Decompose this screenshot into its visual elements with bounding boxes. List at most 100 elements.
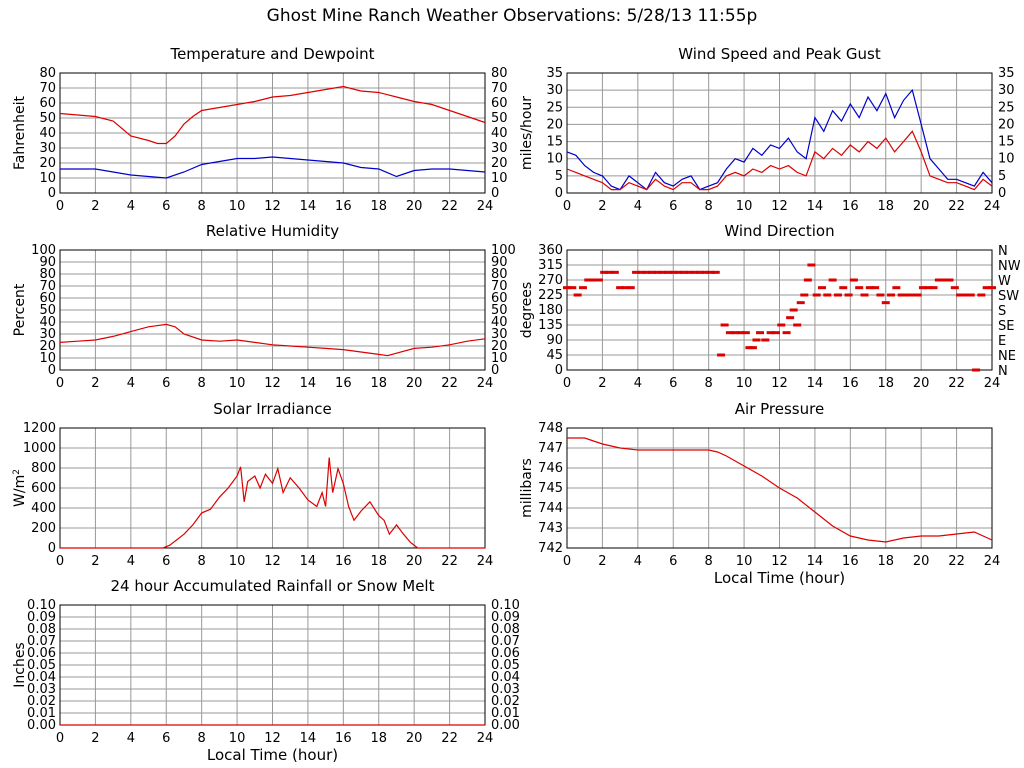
y-tick-label-right: 20 (491, 339, 508, 354)
data-point (887, 293, 896, 297)
y-tick-label: 744 (538, 501, 563, 516)
x-tick-label: 24 (984, 376, 1001, 391)
y-tick-label-right: 0.05 (491, 658, 520, 673)
data-point (600, 270, 609, 274)
y-tick-label: 0.04 (27, 670, 56, 685)
y-tick-label: 0.08 (27, 622, 56, 637)
plot-frame (566, 249, 993, 371)
data-point (871, 286, 880, 290)
y-tick-label: 743 (538, 521, 563, 536)
data-point (621, 286, 630, 290)
y-tick-label-right: 30 (998, 83, 1015, 98)
x-tick-label: 8 (198, 731, 206, 746)
y-tick-label: 10 (39, 171, 56, 186)
data-point (711, 270, 720, 274)
data-point (897, 293, 906, 297)
y-tick-label: 742 (538, 541, 563, 556)
y-tick-label-right: 0.10 (491, 598, 520, 613)
x-tick-label: 24 (477, 731, 494, 746)
compass-label: S (998, 304, 1006, 319)
x-tick-label: 4 (127, 731, 135, 746)
y-tick-label: 90 (39, 255, 56, 270)
x-tick-label: 12 (264, 731, 281, 746)
y-tick-label: 70 (39, 81, 56, 96)
data-point (568, 286, 577, 290)
data-point (881, 301, 890, 305)
data-point (918, 286, 927, 290)
data-point (793, 323, 802, 327)
y-tick-label-right: 0.02 (491, 694, 520, 709)
y-tick-label-right: 0.04 (491, 670, 520, 685)
y-tick-label-right: 10 (491, 171, 508, 186)
y-tick-label: 60 (39, 96, 56, 111)
x-tick-label: 8 (705, 554, 713, 569)
data-point (706, 270, 715, 274)
chart-title: Relative Humidity (206, 222, 339, 240)
x-tick-label: 8 (198, 199, 206, 214)
y-tick-label: 50 (39, 111, 56, 126)
y-tick-label-right: 35 (998, 66, 1015, 81)
x-tick-label: 20 (913, 376, 930, 391)
y-tick-label: 80 (39, 267, 56, 282)
x-tick-label: 10 (229, 731, 246, 746)
y-tick-label: 200 (31, 521, 56, 536)
plot-frame (59, 249, 486, 371)
y-tick-label: 35 (546, 66, 563, 81)
x-tick-label: 18 (877, 376, 894, 391)
data-point (934, 278, 943, 282)
data-point (833, 293, 842, 297)
y-tick-label-right: 50 (491, 303, 508, 318)
plot-frame (566, 72, 993, 194)
y-tick-label-right: 0.06 (491, 646, 520, 661)
x-tick-label: 6 (162, 731, 170, 746)
x-tick-label: 12 (771, 554, 788, 569)
data-point (786, 316, 795, 320)
data-point (748, 346, 757, 350)
chart-rain: 0 2 4 6 8 10 12 14 16 18 20 22 240.00 0.000.01 0.010.0… (12, 577, 520, 764)
plot-frame (566, 427, 993, 549)
x-tick-label: 22 (441, 376, 458, 391)
data-point (982, 286, 991, 290)
data-point (977, 293, 986, 297)
data-point (717, 353, 726, 357)
x-tick-label: 12 (264, 554, 281, 569)
y-tick-label: 800 (31, 461, 56, 476)
y-tick-label: 25 (546, 100, 563, 115)
y-tick-label-right: 10 (491, 351, 508, 366)
data-point (669, 270, 678, 274)
compass-label: N (998, 364, 1008, 379)
x-tick-label: 6 (162, 199, 170, 214)
data-point (849, 278, 858, 282)
y-tick-label: 0.06 (27, 646, 56, 661)
x-tick-label: 16 (335, 731, 352, 746)
x-tick-label: 2 (91, 199, 99, 214)
data-point (690, 270, 699, 274)
y-tick-label-right: 30 (491, 327, 508, 342)
data-point (924, 286, 933, 290)
y-tick-label-right: 5 (998, 169, 1006, 184)
y-tick-label-right: 80 (491, 267, 508, 282)
x-tick-label: 14 (300, 376, 317, 391)
x-tick-label: 22 (948, 376, 965, 391)
y-tick-label: 20 (39, 339, 56, 354)
y-tick-label: 60 (39, 291, 56, 306)
x-tick-label: 6 (669, 376, 677, 391)
y-tick-label: 270 (538, 273, 563, 288)
x-tick-label: 10 (736, 376, 753, 391)
x-tick-label: 6 (669, 554, 677, 569)
y-tick-label: 45 (546, 348, 563, 363)
x-tick-label: 6 (162, 554, 170, 569)
y-tick-label: 20 (39, 156, 56, 171)
y-tick-label-right: 60 (491, 96, 508, 111)
x-tick-label: 4 (634, 199, 642, 214)
y-tick-label: 0.10 (27, 598, 56, 613)
x-tick-label: 2 (598, 554, 606, 569)
y-tick-label-right: 25 (998, 100, 1015, 115)
y-tick-label: 30 (546, 83, 563, 98)
data-point (956, 293, 965, 297)
y-tick-label-right: 40 (491, 126, 508, 141)
x-tick-label: 14 (807, 376, 824, 391)
y-axis-label: millibars (519, 458, 535, 518)
x-tick-label: 20 (913, 554, 930, 569)
